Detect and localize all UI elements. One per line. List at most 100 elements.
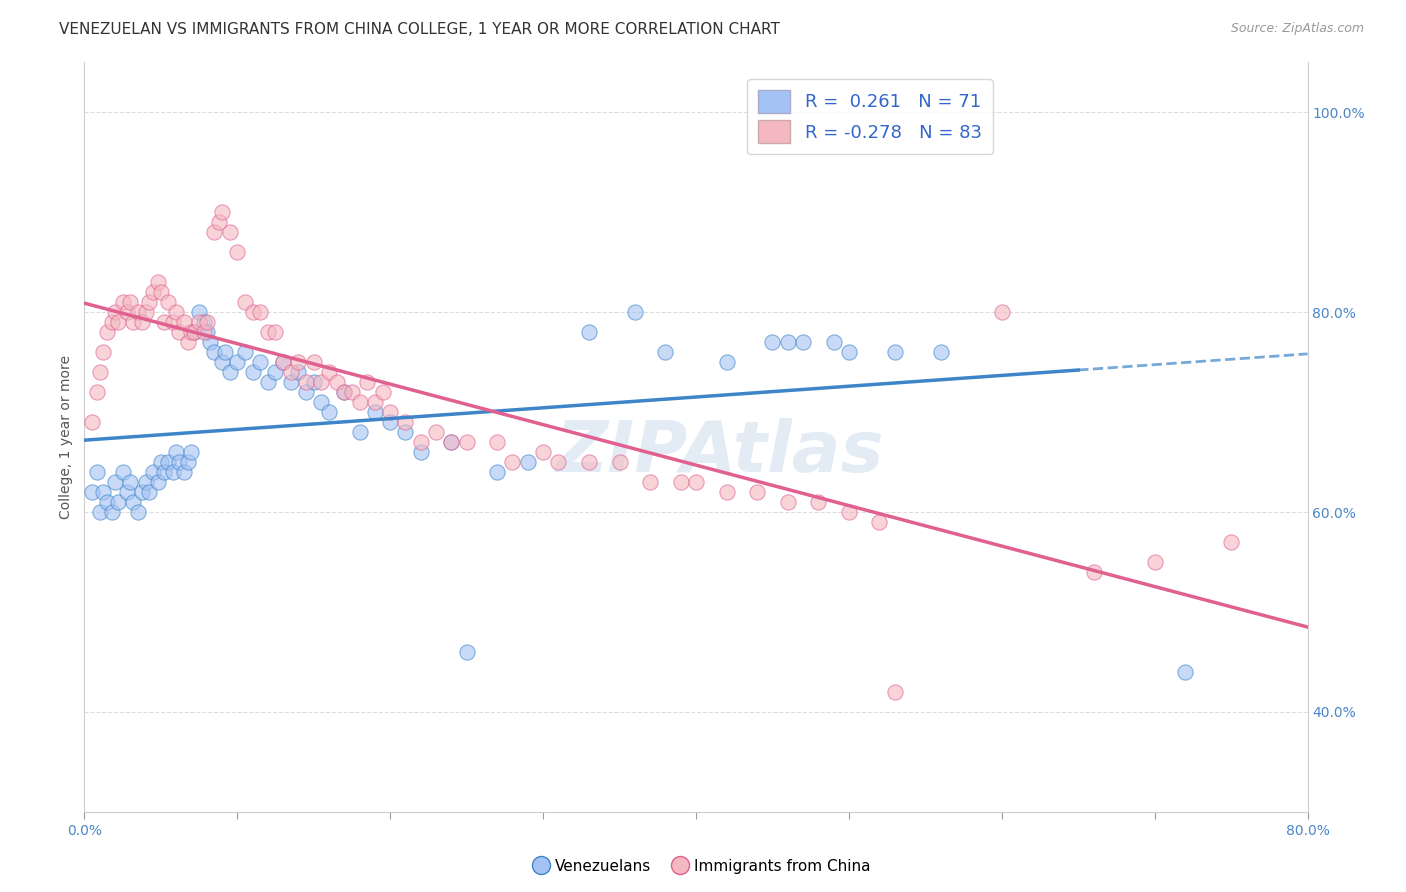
Point xyxy=(394,415,416,429)
Point xyxy=(838,505,860,519)
Point xyxy=(380,405,402,419)
Point xyxy=(211,205,233,219)
Point xyxy=(107,495,129,509)
Point xyxy=(1220,535,1243,549)
Legend: R =  0.261   N = 71, R = -0.278   N = 83: R = 0.261 N = 71, R = -0.278 N = 83 xyxy=(747,79,993,154)
Point xyxy=(440,435,463,450)
Point xyxy=(193,315,215,329)
Point xyxy=(409,435,432,450)
Point xyxy=(146,475,169,489)
Point xyxy=(167,325,190,339)
Point xyxy=(249,355,271,369)
Point xyxy=(685,475,707,489)
Point xyxy=(638,475,661,489)
Point xyxy=(747,485,769,500)
Point xyxy=(101,315,124,329)
Point xyxy=(91,345,114,359)
Point xyxy=(311,395,333,409)
Point xyxy=(157,295,180,310)
Point xyxy=(107,315,129,329)
Y-axis label: College, 1 year or more: College, 1 year or more xyxy=(59,355,73,519)
Point xyxy=(80,415,103,429)
Text: VENEZUELAN VS IMMIGRANTS FROM CHINA COLLEGE, 1 YEAR OR MORE CORRELATION CHART: VENEZUELAN VS IMMIGRANTS FROM CHINA COLL… xyxy=(59,22,780,37)
Point xyxy=(120,295,142,310)
Point xyxy=(104,475,127,489)
Point xyxy=(226,245,249,260)
Point xyxy=(198,335,221,350)
Point xyxy=(883,685,905,699)
Point xyxy=(195,325,218,339)
Point xyxy=(249,305,271,319)
Point xyxy=(356,375,378,389)
Point xyxy=(456,435,478,450)
Text: Source: ZipAtlas.com: Source: ZipAtlas.com xyxy=(1230,22,1364,36)
Point xyxy=(86,385,108,400)
Point xyxy=(271,355,294,369)
Point xyxy=(776,495,799,509)
Point xyxy=(188,315,211,329)
Point xyxy=(180,325,202,339)
Point xyxy=(233,295,256,310)
Point xyxy=(654,345,676,359)
Point xyxy=(761,335,783,350)
Point xyxy=(807,495,830,509)
Point xyxy=(193,325,215,339)
Point xyxy=(295,385,318,400)
Point xyxy=(578,455,600,469)
Point xyxy=(302,375,325,389)
Point xyxy=(165,305,187,319)
Point xyxy=(1174,665,1197,679)
Point xyxy=(138,295,160,310)
Point xyxy=(135,305,157,319)
Point xyxy=(188,305,211,319)
Point xyxy=(264,325,287,339)
Point xyxy=(364,395,387,409)
Point xyxy=(624,305,647,319)
Point xyxy=(295,375,318,389)
Point xyxy=(823,335,845,350)
Point xyxy=(502,455,524,469)
Point xyxy=(257,325,280,339)
Point xyxy=(409,445,432,459)
Point xyxy=(183,325,205,339)
Point xyxy=(111,295,134,310)
Point xyxy=(146,275,169,289)
Point xyxy=(333,385,356,400)
Point xyxy=(127,305,149,319)
Point xyxy=(149,455,172,469)
Point xyxy=(333,385,356,400)
Point xyxy=(776,335,799,350)
Point xyxy=(287,365,309,379)
Point xyxy=(162,465,184,479)
Point xyxy=(162,315,184,329)
Point xyxy=(349,395,371,409)
Point xyxy=(547,455,569,469)
Point xyxy=(120,475,142,489)
Point xyxy=(89,505,111,519)
Point xyxy=(208,215,231,229)
Point xyxy=(104,305,127,319)
Point xyxy=(202,345,225,359)
Point xyxy=(716,355,738,369)
Point xyxy=(214,345,236,359)
Point xyxy=(991,305,1014,319)
Point xyxy=(394,425,416,439)
Point xyxy=(486,465,509,479)
Point xyxy=(311,375,333,389)
Point xyxy=(280,365,302,379)
Point xyxy=(167,455,190,469)
Point xyxy=(127,505,149,519)
Point xyxy=(371,385,394,400)
Point xyxy=(280,375,302,389)
Point xyxy=(153,315,176,329)
Point xyxy=(349,425,371,439)
Point xyxy=(486,435,509,450)
Point xyxy=(318,365,340,379)
Legend: Venezuelans, Immigrants from China: Venezuelans, Immigrants from China xyxy=(529,853,877,880)
Point xyxy=(1143,555,1166,569)
Point xyxy=(142,285,165,300)
Point xyxy=(177,455,200,469)
Point xyxy=(142,465,165,479)
Point xyxy=(883,345,905,359)
Point xyxy=(96,495,118,509)
